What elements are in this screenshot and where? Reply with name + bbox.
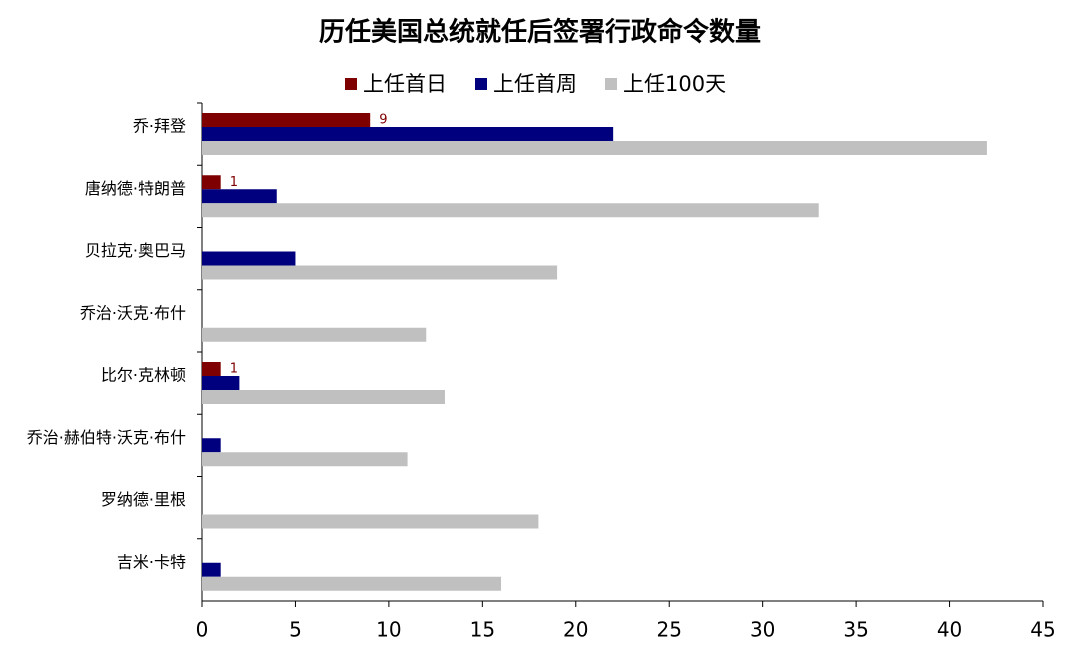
x-tick-label: 10 bbox=[376, 618, 401, 642]
chart-title: 历任美国总统就任后签署行政命令数量 bbox=[319, 17, 761, 48]
x-tick-label: 0 bbox=[196, 618, 209, 642]
bar bbox=[202, 562, 221, 577]
bar bbox=[202, 251, 296, 266]
y-tick-label: 唐纳德·特朗普 bbox=[85, 179, 186, 198]
bar bbox=[202, 576, 502, 591]
x-tick-label: 25 bbox=[656, 618, 681, 642]
bar bbox=[202, 175, 221, 190]
y-tick-label: 乔治·赫伯特·沃克·布什 bbox=[27, 428, 186, 447]
bar bbox=[202, 452, 408, 467]
legend-label: 上任首周 bbox=[493, 72, 577, 96]
x-tick-label: 15 bbox=[470, 618, 495, 642]
bar bbox=[202, 362, 221, 376]
bar bbox=[202, 514, 539, 529]
bar bbox=[202, 390, 445, 404]
legend-label: 上任首日 bbox=[363, 72, 447, 96]
legend-swatch bbox=[605, 78, 617, 90]
legend-label: 上任100天 bbox=[623, 72, 726, 96]
y-tick-label: 比尔·克林顿 bbox=[101, 366, 186, 385]
y-tick-label: 乔·拜登 bbox=[133, 117, 186, 136]
bar bbox=[202, 438, 221, 453]
y-tick-label: 贝拉克·奥巴马 bbox=[85, 241, 186, 260]
bar bbox=[202, 376, 240, 390]
legend-swatch bbox=[475, 78, 487, 90]
bar bbox=[202, 327, 427, 342]
data-label: 9 bbox=[379, 113, 387, 128]
y-tick-label: 乔治·沃克·布什 bbox=[80, 303, 186, 322]
bar bbox=[202, 189, 277, 204]
legend-swatch bbox=[345, 78, 357, 90]
bar bbox=[202, 113, 371, 127]
data-label: 1 bbox=[230, 175, 238, 190]
x-tick-label: 35 bbox=[843, 618, 868, 642]
data-label: 1 bbox=[230, 362, 238, 377]
x-tick-label: 5 bbox=[289, 618, 302, 642]
x-tick-label: 20 bbox=[563, 618, 588, 642]
bar bbox=[202, 265, 558, 280]
bar bbox=[202, 203, 819, 218]
bar bbox=[202, 127, 614, 141]
x-tick-label: 45 bbox=[1030, 618, 1055, 642]
x-tick-label: 30 bbox=[750, 618, 775, 642]
y-tick-label: 罗纳德·里根 bbox=[101, 490, 186, 509]
y-tick-label: 吉米·卡特 bbox=[117, 552, 186, 571]
x-tick-label: 40 bbox=[937, 618, 962, 642]
bar bbox=[202, 141, 987, 155]
